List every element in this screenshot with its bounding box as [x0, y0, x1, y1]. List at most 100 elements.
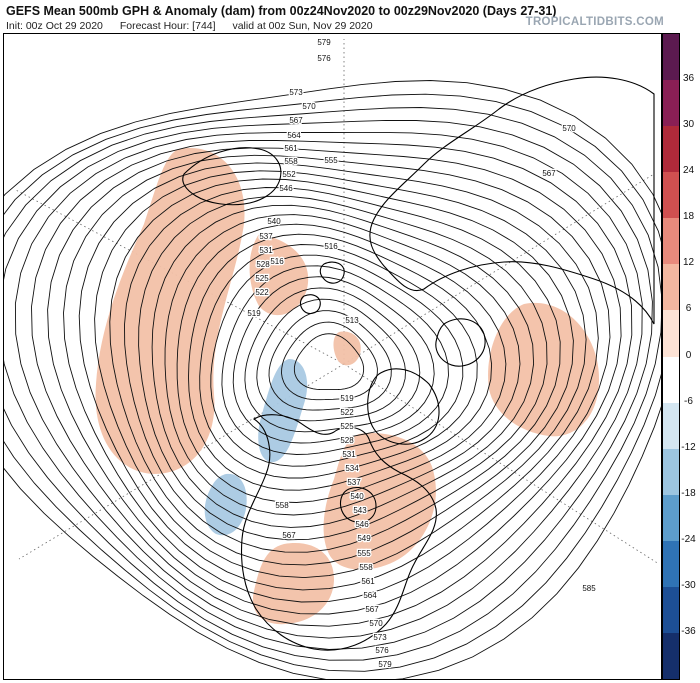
colorbar-tick-label: -36 [681, 625, 696, 637]
height-contour [151, 204, 535, 528]
contour-label: 519 [247, 309, 261, 318]
contour-label: 567 [289, 116, 303, 125]
colorbar-segment [663, 402, 679, 450]
height-contour [164, 214, 521, 516]
colorbar-segment [663, 586, 679, 634]
height-contour [31, 140, 633, 627]
contour-label: 522 [255, 288, 269, 297]
contour-label: 561 [361, 577, 375, 586]
contour-label: 552 [282, 170, 296, 179]
contour-label: 531 [342, 450, 356, 459]
colorbar-tick-label: -6 [684, 395, 693, 407]
contour-label: 525 [255, 274, 269, 283]
colorbar-tick-label: 36 [682, 73, 695, 85]
chart-title: GEFS Mean 500mb GPH & Anomaly (dam) from… [6, 4, 557, 18]
negative-anomalies [204, 359, 308, 536]
forecast-hour: Forecast Hour: [744] [119, 20, 216, 32]
contour-label: 570 [369, 619, 383, 628]
height-contour [63, 154, 611, 603]
polar-map: 579 576 573 570 567 564 561 558 555 552 546 540 537 5… [4, 37, 661, 679]
contour-label: 567 [282, 531, 296, 540]
contour-label: 513 [345, 316, 359, 325]
colorbar-tick-label: 12 [682, 257, 695, 269]
height-contour [188, 233, 493, 491]
contour-label: 528 [256, 260, 270, 269]
height-contour [4, 119, 653, 650]
contour-label: 585 [582, 584, 596, 593]
contour-label: 555 [324, 156, 338, 165]
contour-label: 531 [259, 246, 273, 255]
height-contour [232, 276, 435, 444]
contour-labels: 579 576 573 570 567 564 561 558 555 552 546 540 537 5… [246, 37, 597, 671]
init-time: Init: 00z Oct 29 2020 [6, 20, 103, 32]
height-contour [47, 147, 622, 615]
height-contour [293, 333, 365, 391]
colorbar-segment [663, 632, 679, 680]
contour-label: 576 [317, 54, 331, 63]
coastlines [182, 76, 655, 651]
run-info: Init: 00z Oct 29 2020 Forecast Hour: [74… [6, 20, 387, 32]
contour-label: 534 [345, 464, 359, 473]
colorbar-tick-label: -24 [681, 533, 696, 545]
height-contour [4, 80, 661, 679]
colorbar-tick-label: -30 [681, 579, 696, 591]
contour-label: 564 [363, 591, 377, 600]
colorbar-tick-label: 6 [685, 303, 692, 315]
contour-label: 522 [340, 408, 354, 417]
contour-label: 540 [350, 492, 364, 501]
contour-label: 576 [375, 646, 389, 655]
contour-label: 549 [357, 534, 371, 543]
contour-label: 567 [365, 605, 379, 614]
height-contours [4, 80, 661, 679]
colorbar-tick-label: 18 [682, 211, 695, 223]
contour-label: 537 [259, 232, 273, 241]
colorbar-tick-label: 30 [682, 119, 695, 131]
map-panel: 579 576 573 570 567 564 561 558 555 552 546 540 537 5… [3, 33, 662, 680]
contour-label: 579 [378, 660, 392, 669]
height-contour [210, 254, 464, 467]
height-contour [109, 178, 574, 566]
height-contour [124, 187, 561, 553]
height-contour [256, 298, 406, 422]
contour-label: 543 [353, 506, 367, 515]
colorbar-segment [663, 448, 679, 496]
contour-label: 516 [324, 242, 338, 251]
colorbar-segment [663, 172, 679, 219]
height-contour [176, 223, 507, 503]
contour-label: 573 [289, 88, 303, 97]
contour-label: 516 [270, 257, 284, 266]
contour-label: 558 [359, 563, 373, 572]
height-contour [221, 265, 449, 455]
contour-label: 528 [340, 436, 354, 445]
contour-label: 540 [267, 217, 281, 226]
contour-label: 579 [317, 38, 331, 47]
height-contour [4, 93, 661, 672]
colorbar-tick-label: 0 [685, 349, 692, 361]
contour-label: 570 [562, 124, 576, 133]
contour-label: 561 [284, 144, 298, 153]
colorbar-tick-label: -12 [681, 441, 696, 453]
contour-label: 555 [357, 549, 371, 558]
anomaly-colorbar [662, 33, 680, 680]
contour-label: 567 [542, 169, 556, 178]
contour-label: 525 [340, 422, 354, 431]
site-brand: TROPICALTIDBITS.COM [525, 16, 664, 28]
colorbar-segment [663, 356, 679, 404]
colorbar-segment [663, 540, 679, 588]
colorbar-segment [663, 80, 679, 127]
colorbar-tick-label: -18 [681, 487, 696, 499]
contour-label: 546 [279, 184, 293, 193]
colorbar-segment [663, 264, 679, 311]
colorbar-segment [663, 494, 679, 542]
height-contour [281, 321, 378, 401]
contour-label: 570 [302, 102, 316, 111]
contour-label: 537 [347, 478, 361, 487]
contour-label: 519 [340, 394, 354, 403]
positive-anomalies [95, 148, 599, 625]
colorbar-segment [663, 34, 679, 81]
colorbar-tick-label: 24 [682, 165, 695, 177]
contour-label: 558 [275, 501, 289, 510]
contour-label: 564 [287, 131, 301, 140]
contour-label: 558 [284, 157, 298, 166]
contour-label: 546 [355, 520, 369, 529]
